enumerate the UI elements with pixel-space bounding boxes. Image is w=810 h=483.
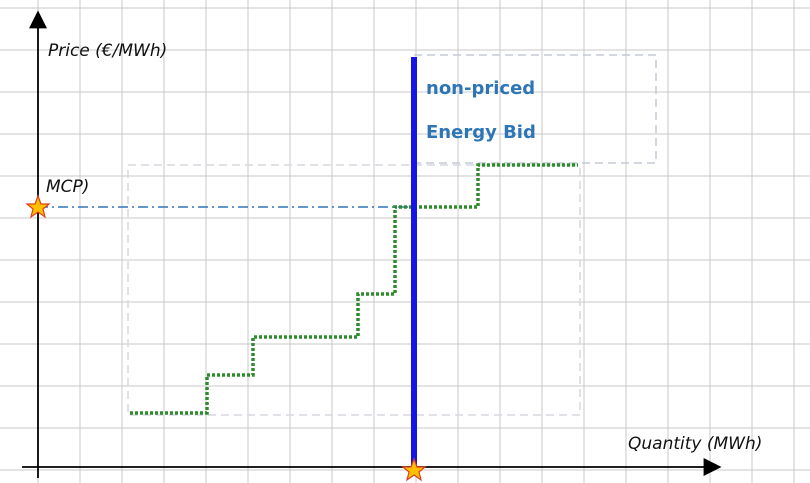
mcp-star <box>25 194 51 219</box>
x-axis-label: Quantity (MWh) <box>628 434 762 454</box>
dashed-box <box>127 164 581 416</box>
bid-box <box>413 54 657 164</box>
quantity-star <box>401 457 427 482</box>
y-axis-label: Price (€/MWh) <box>48 41 167 61</box>
bid-label: Energy Bid <box>426 122 536 143</box>
bid-curve <box>130 163 578 415</box>
mcp-label: MCP) <box>46 177 89 197</box>
bid-label: non-priced <box>426 78 535 99</box>
